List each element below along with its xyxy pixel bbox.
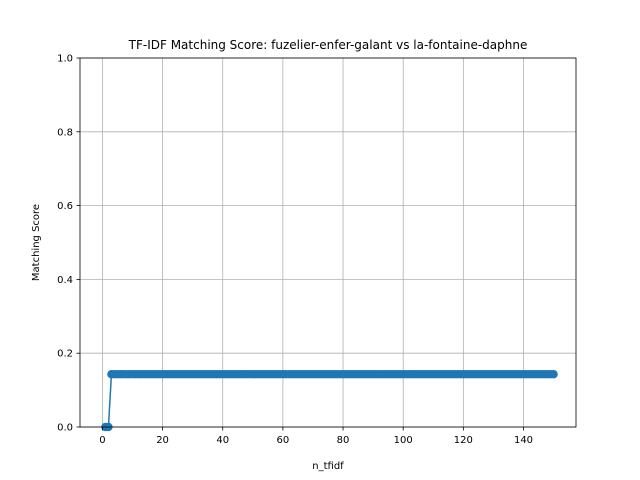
- x-tick-label: 40: [216, 435, 229, 446]
- y-axis-label: Matching Score: [31, 204, 42, 281]
- x-tick-label: 100: [394, 435, 413, 446]
- y-axis-ticks: 0.0 0.2 0.4 0.6 0.8 1.0: [57, 54, 80, 434]
- y-tick-label: 0.4: [57, 275, 73, 286]
- x-tick-label: 80: [337, 435, 350, 446]
- x-axis-label: n_tfidf: [312, 461, 344, 472]
- plot-frame: [79, 57, 577, 428]
- series-layer: [101, 370, 558, 432]
- chart-title: TF-IDF Matching Score: fuzelier-enfer-ga…: [128, 38, 528, 52]
- y-tick-label: 0.2: [57, 349, 73, 360]
- y-tick-label: 0.6: [57, 201, 73, 212]
- x-tick-label: 0: [99, 435, 105, 446]
- x-tick-label: 20: [156, 435, 169, 446]
- x-tick-label: 140: [514, 435, 533, 446]
- x-tick-label: 120: [454, 435, 473, 446]
- x-axis-ticks: 0 20 40 60 80 100 120 140: [99, 427, 533, 446]
- y-tick-label: 1.0: [57, 54, 73, 65]
- x-tick-label: 60: [277, 435, 290, 446]
- y-tick-label: 0.8: [57, 127, 73, 138]
- y-tick-label: 0.0: [57, 423, 73, 434]
- data-point: [549, 370, 558, 379]
